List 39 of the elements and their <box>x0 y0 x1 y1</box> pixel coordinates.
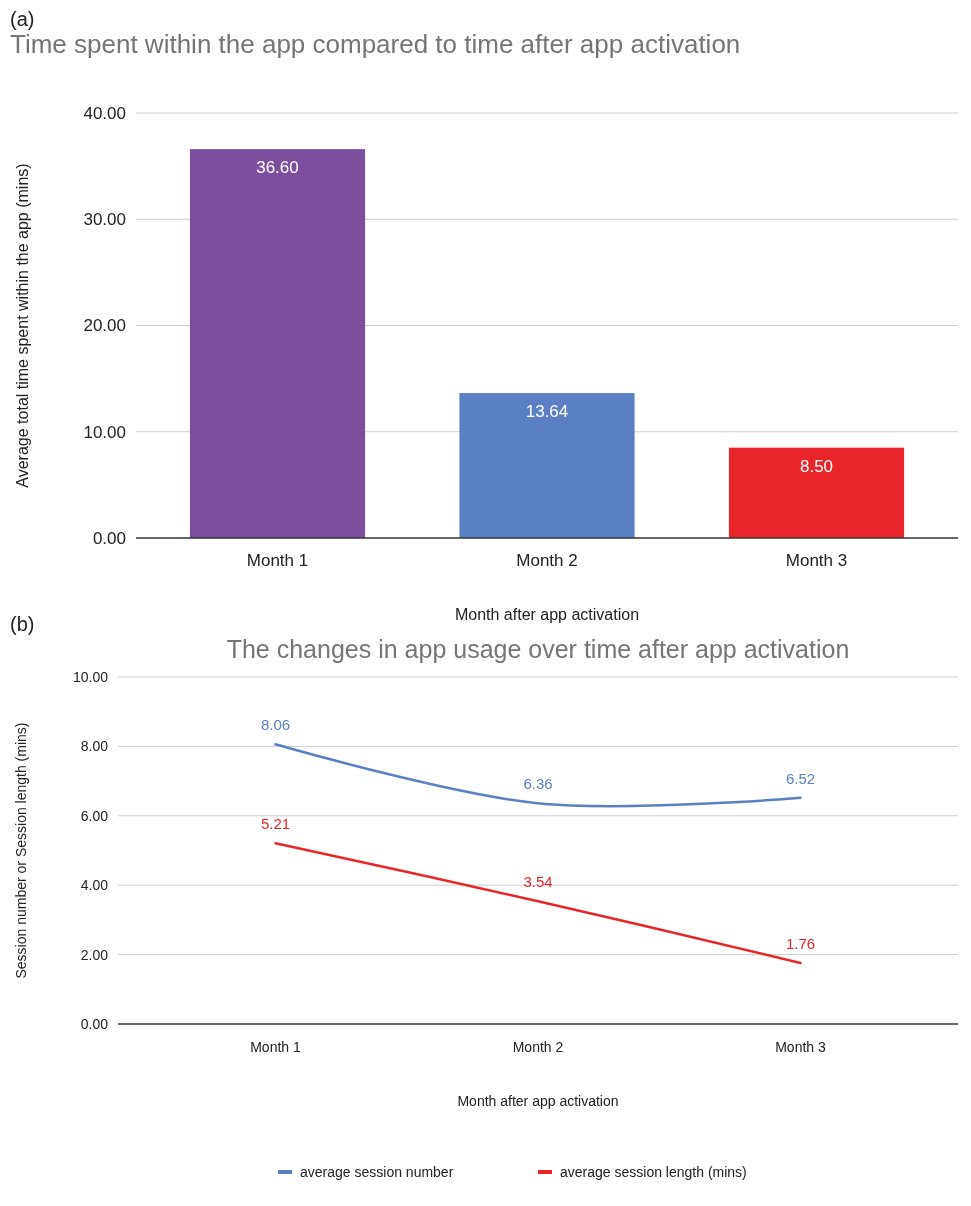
data-label: 13.64 <box>525 402 569 422</box>
x-tick-label: Month 2 <box>516 551 578 570</box>
data-label: 6.52 <box>785 769 816 787</box>
y-tick-label: 4.00 <box>80 877 109 894</box>
bar <box>459 393 635 538</box>
x-tick-label: Month 2 <box>512 1039 564 1055</box>
legend-label: average session number <box>300 1163 454 1180</box>
y-tick-label: 8.00 <box>80 738 109 755</box>
bar <box>728 447 905 538</box>
y-tick-label: 0.00 <box>92 528 126 548</box>
data-label: 1.76 <box>785 934 816 952</box>
y-tick-label: 10.00 <box>83 422 126 442</box>
y-tick-label: 40.00 <box>83 103 126 123</box>
data-label: 36.60 <box>256 158 299 178</box>
y-tick-label: 0.00 <box>80 1015 109 1032</box>
bar <box>189 149 366 538</box>
y-tick-label: 20.00 <box>83 316 126 336</box>
data-label: 3.54 <box>523 873 553 891</box>
data-label: 5.21 <box>260 815 291 833</box>
y-tick-label: 6.00 <box>80 807 109 824</box>
chart-title: Time spent within the app compared to time after app activation <box>10 29 741 59</box>
data-label: 6.36 <box>523 775 553 793</box>
text: (b) <box>10 613 35 635</box>
y-tick-label: 10.00 <box>72 668 109 685</box>
data-label: 8.50 <box>799 456 834 476</box>
y-axis-title: Average total time spent within the app (mins) <box>14 163 31 488</box>
y-axis-title: Session number or Session length (mins) <box>13 722 29 979</box>
legend-label: average session length (mins) <box>560 1163 747 1180</box>
text: (a) <box>10 8 35 30</box>
data-label: 8.06 <box>260 716 291 734</box>
chart-title: The changes in app usage over time after app activation <box>226 635 850 663</box>
x-tick-label: Month 3 <box>785 551 848 570</box>
x-axis-title: Month after app activation <box>454 606 640 623</box>
x-axis-title: Month after app activation <box>457 1093 619 1109</box>
x-tick-label: Month 1 <box>246 551 309 570</box>
x-tick-label: Month 1 <box>250 1039 301 1055</box>
y-tick-label: 30.00 <box>83 210 126 230</box>
y-tick-label: 2.00 <box>80 946 109 963</box>
x-tick-label: Month 3 <box>775 1039 826 1055</box>
